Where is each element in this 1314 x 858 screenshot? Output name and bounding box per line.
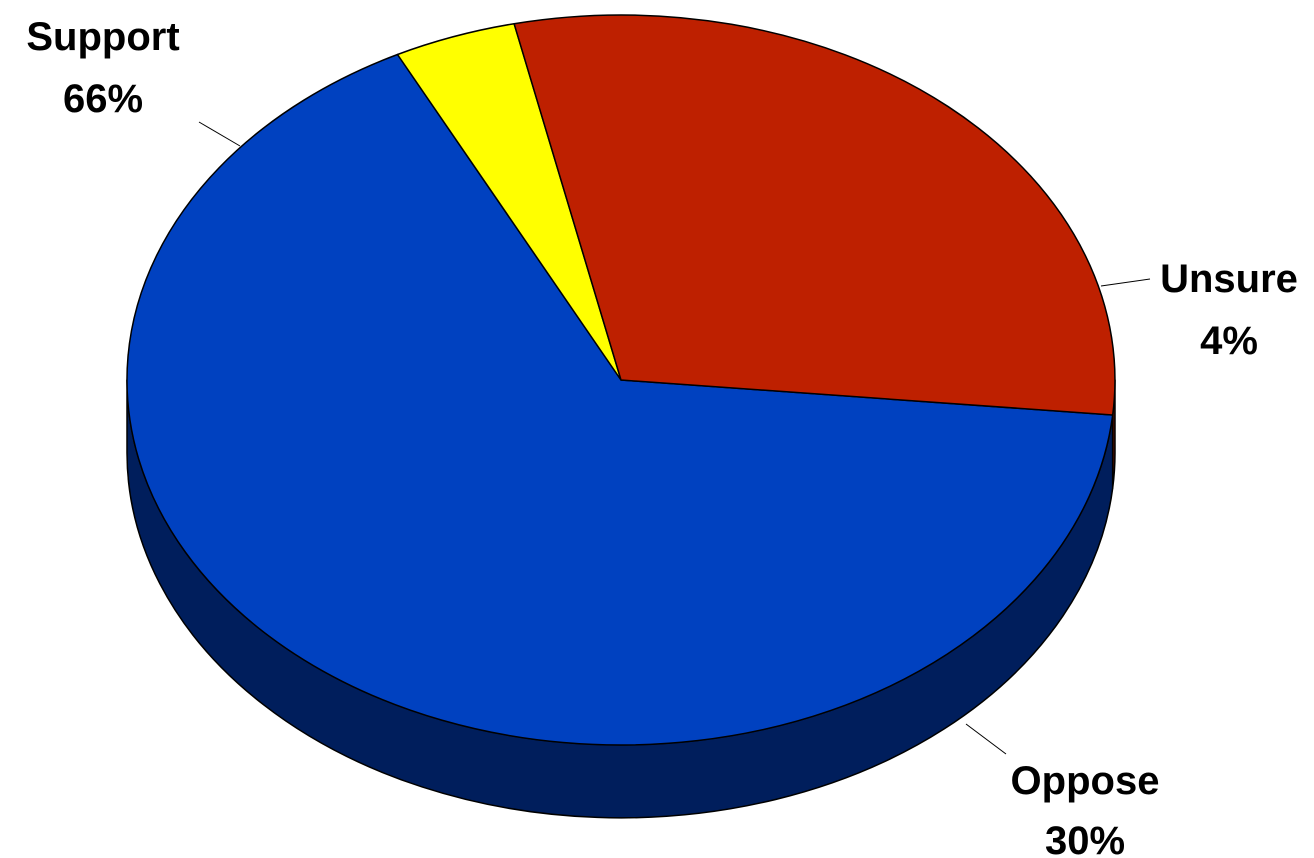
- leader-line-oppose: [965, 723, 1007, 755]
- slice-label-unsure: Unsure: [1160, 257, 1298, 301]
- leader-line-unsure: [1100, 278, 1151, 287]
- pie-slice-support: [126, 53, 1114, 746]
- leader-line-support: [198, 121, 241, 147]
- slice-value-unsure: 4%: [1200, 319, 1258, 363]
- slice-label-support: Support: [26, 15, 179, 59]
- pie-labels: Support 66% Unsure 4% Oppose 30%: [26, 15, 1298, 858]
- pie-slices: [126, 14, 1116, 746]
- slice-value-oppose: 30%: [1045, 819, 1125, 858]
- slice-value-support: 66%: [63, 77, 143, 121]
- pie-slice-oppose: [513, 14, 1116, 416]
- slice-label-oppose: Oppose: [1011, 759, 1160, 803]
